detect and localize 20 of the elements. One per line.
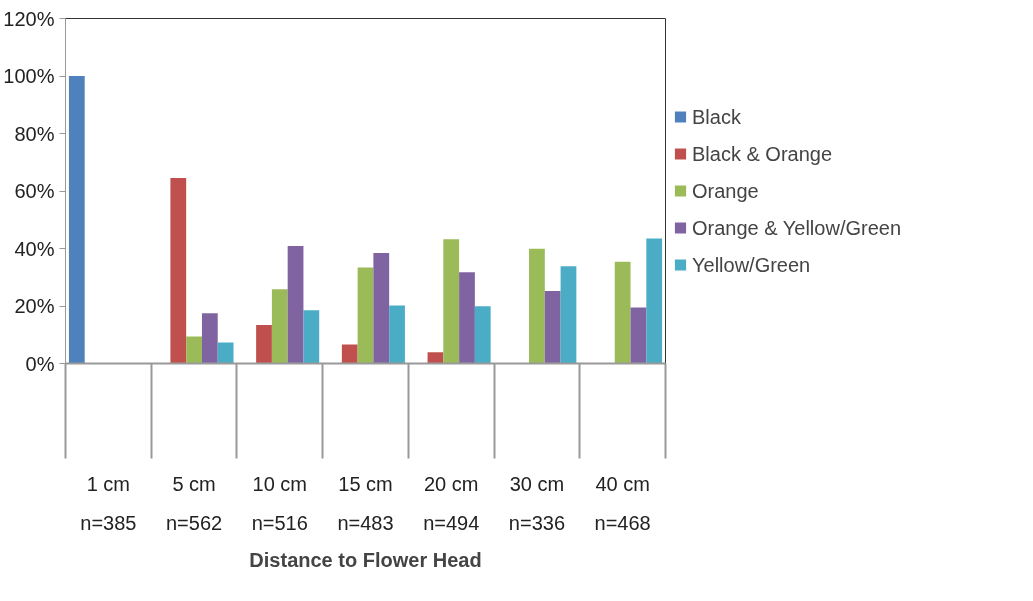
- legend-label: Black & Orange: [692, 142, 833, 165]
- x-tick-label: 40 cm n=468: [594, 472, 651, 535]
- y-tick-label: 0%: [25, 352, 55, 375]
- legend-label: Orange & Yellow/Green: [692, 216, 902, 239]
- x-tick-label: 30 cm n=336: [508, 472, 566, 535]
- x-tick-label: 20 cm n=494: [423, 472, 480, 535]
- x-tick-label: 5 cm n=562: [165, 472, 223, 535]
- y-tick-label: 80%: [14, 122, 55, 145]
- y-tick-label: 100%: [3, 65, 55, 87]
- y-tick-label: 120%: [3, 7, 55, 30]
- legend-label: Orange: [692, 179, 759, 202]
- x-tick-label: 1 cm n=385: [80, 472, 137, 535]
- x-tick-label: 10 cm n=516: [251, 472, 308, 535]
- y-tick-label: 20%: [14, 295, 55, 317]
- y-tick-label: 40%: [14, 237, 55, 260]
- x-tick-label: 15 cm n=483: [337, 472, 394, 535]
- legend-label: Black: [692, 105, 741, 128]
- legend-label: Yellow/Green: [692, 253, 811, 276]
- y-tick-label: 60%: [14, 180, 55, 202]
- x-axis-title: Distance to Flower Head: [249, 549, 482, 572]
